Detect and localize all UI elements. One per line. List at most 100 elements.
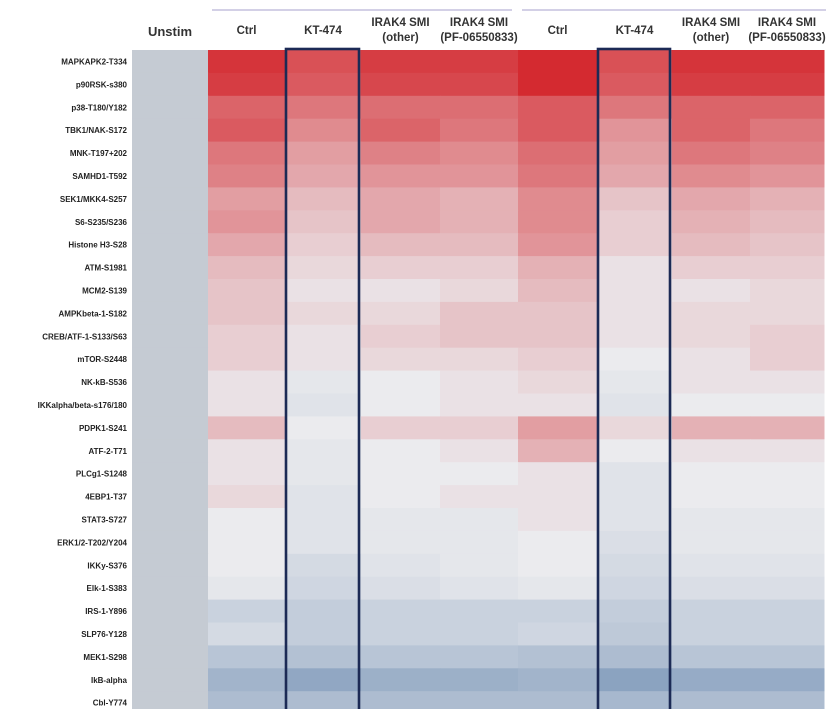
row-label: CREB/ATF-1-S133/S63 (42, 332, 127, 341)
heatmap-cell (750, 576, 825, 601)
heatmap-cell (518, 347, 598, 372)
heatmap-cell (361, 141, 441, 165)
heatmap-cell (518, 691, 598, 709)
heatmap-cell (750, 72, 825, 97)
heatmap-cell (672, 485, 751, 509)
heatmap-cell (672, 668, 751, 692)
row-label: 4EBP1-T37 (85, 493, 127, 502)
row-label: Cbl-Y774 (93, 699, 128, 708)
heatmap-cell (361, 324, 441, 349)
heatmap-cell (208, 576, 286, 601)
heatmap-cell (132, 301, 209, 326)
heatmap-cell (440, 393, 519, 417)
column-header: KT-474 (304, 25, 342, 37)
heatmap-cell (750, 393, 825, 417)
heatmap-cell (750, 530, 825, 555)
heatmap-cell (132, 72, 209, 97)
heatmap-cell (208, 416, 286, 440)
heatmap-cell (597, 301, 673, 326)
row-label: NK-kB-S536 (81, 378, 127, 387)
heatmap-cell (440, 645, 519, 669)
heatmap-cell (750, 599, 825, 623)
row-label: p38-T180/Y182 (71, 103, 127, 112)
heatmap-cell (518, 118, 598, 143)
heatmap-cell (597, 50, 673, 74)
heatmap-cell (597, 72, 673, 97)
row-label: PLCg1-S1248 (76, 470, 128, 479)
row-label: Elk-1-S383 (87, 584, 128, 593)
heatmap-cell (440, 485, 519, 509)
heatmap-cell (597, 393, 673, 417)
column-header: IRAK4 SMI (other) (371, 17, 429, 44)
heatmap-cell (361, 622, 441, 646)
heatmap-cell (750, 439, 825, 463)
heatmap-cell (518, 439, 598, 463)
heatmap-cell (440, 256, 519, 280)
heatmap-cell (518, 141, 598, 165)
heatmap-cell (672, 141, 751, 165)
heatmap-cell (597, 668, 673, 692)
highlight-box (284, 47, 361, 709)
heatmap-cell (208, 553, 286, 578)
heatmap-cell (440, 370, 519, 394)
heatmap-cell (597, 118, 673, 143)
heatmap-cell (132, 187, 209, 211)
heatmap-cell (750, 95, 825, 120)
row-label: STAT3-S727 (82, 515, 128, 524)
heatmap-cell (518, 210, 598, 234)
heatmap-cell (518, 256, 598, 280)
heatmap-cell (285, 370, 362, 394)
heatmap-cell (285, 279, 362, 303)
heatmap-cell (518, 576, 598, 601)
heatmap-cell (440, 141, 519, 165)
heatmap-cell (672, 301, 751, 326)
heatmap-cell (132, 393, 209, 417)
heatmap-cell (132, 370, 209, 394)
heatmap-cell (518, 72, 598, 97)
heatmap-cell (132, 599, 209, 623)
heatmap-cell (285, 324, 362, 349)
heatmap-cell (361, 508, 441, 532)
heatmap-cell (361, 95, 441, 120)
heatmap-cell (132, 95, 209, 120)
heatmap-cell (440, 210, 519, 234)
heatmap-cell (597, 622, 673, 646)
heatmap-cell (750, 50, 825, 74)
heatmap-cell (672, 164, 751, 188)
heatmap-cell (208, 95, 286, 120)
highlight-boxes (284, 47, 672, 709)
heatmap-cell (361, 256, 441, 280)
heatmap-cell (132, 324, 209, 349)
heatmap-cell (672, 279, 751, 303)
heatmap-cell (361, 118, 441, 143)
heatmap-cell (285, 301, 362, 326)
heatmap-cell (440, 462, 519, 486)
heatmap-cell (750, 416, 825, 440)
heatmap-cell (672, 645, 751, 669)
heatmap-cell (208, 256, 286, 280)
heatmap-cell (750, 187, 825, 211)
heatmap-cell (750, 279, 825, 303)
heatmap-cell (208, 508, 286, 532)
heatmap-cell (672, 210, 751, 234)
heatmap-cell (132, 530, 209, 555)
heatmap-cell (361, 576, 441, 601)
heatmap-cell (440, 324, 519, 349)
heatmap-cell (285, 691, 362, 709)
heatmap-cell (597, 95, 673, 120)
heatmap-cell (597, 462, 673, 486)
heatmap-cell (208, 622, 286, 646)
heatmap-cell (750, 485, 825, 509)
heatmap-cell (440, 599, 519, 623)
heatmap-cell (208, 301, 286, 326)
heatmap-cell (285, 164, 362, 188)
heatmap-cell (597, 439, 673, 463)
heatmap-cell (285, 622, 362, 646)
row-label: MCM2-S139 (82, 286, 127, 295)
heatmap-cell (440, 622, 519, 646)
heatmap-cell (132, 233, 209, 257)
column-header: Ctrl (237, 25, 257, 37)
heatmap-cell (672, 72, 751, 97)
column-header: IRAK4 SMI (other) (682, 17, 740, 44)
heatmap-cell (672, 599, 751, 623)
